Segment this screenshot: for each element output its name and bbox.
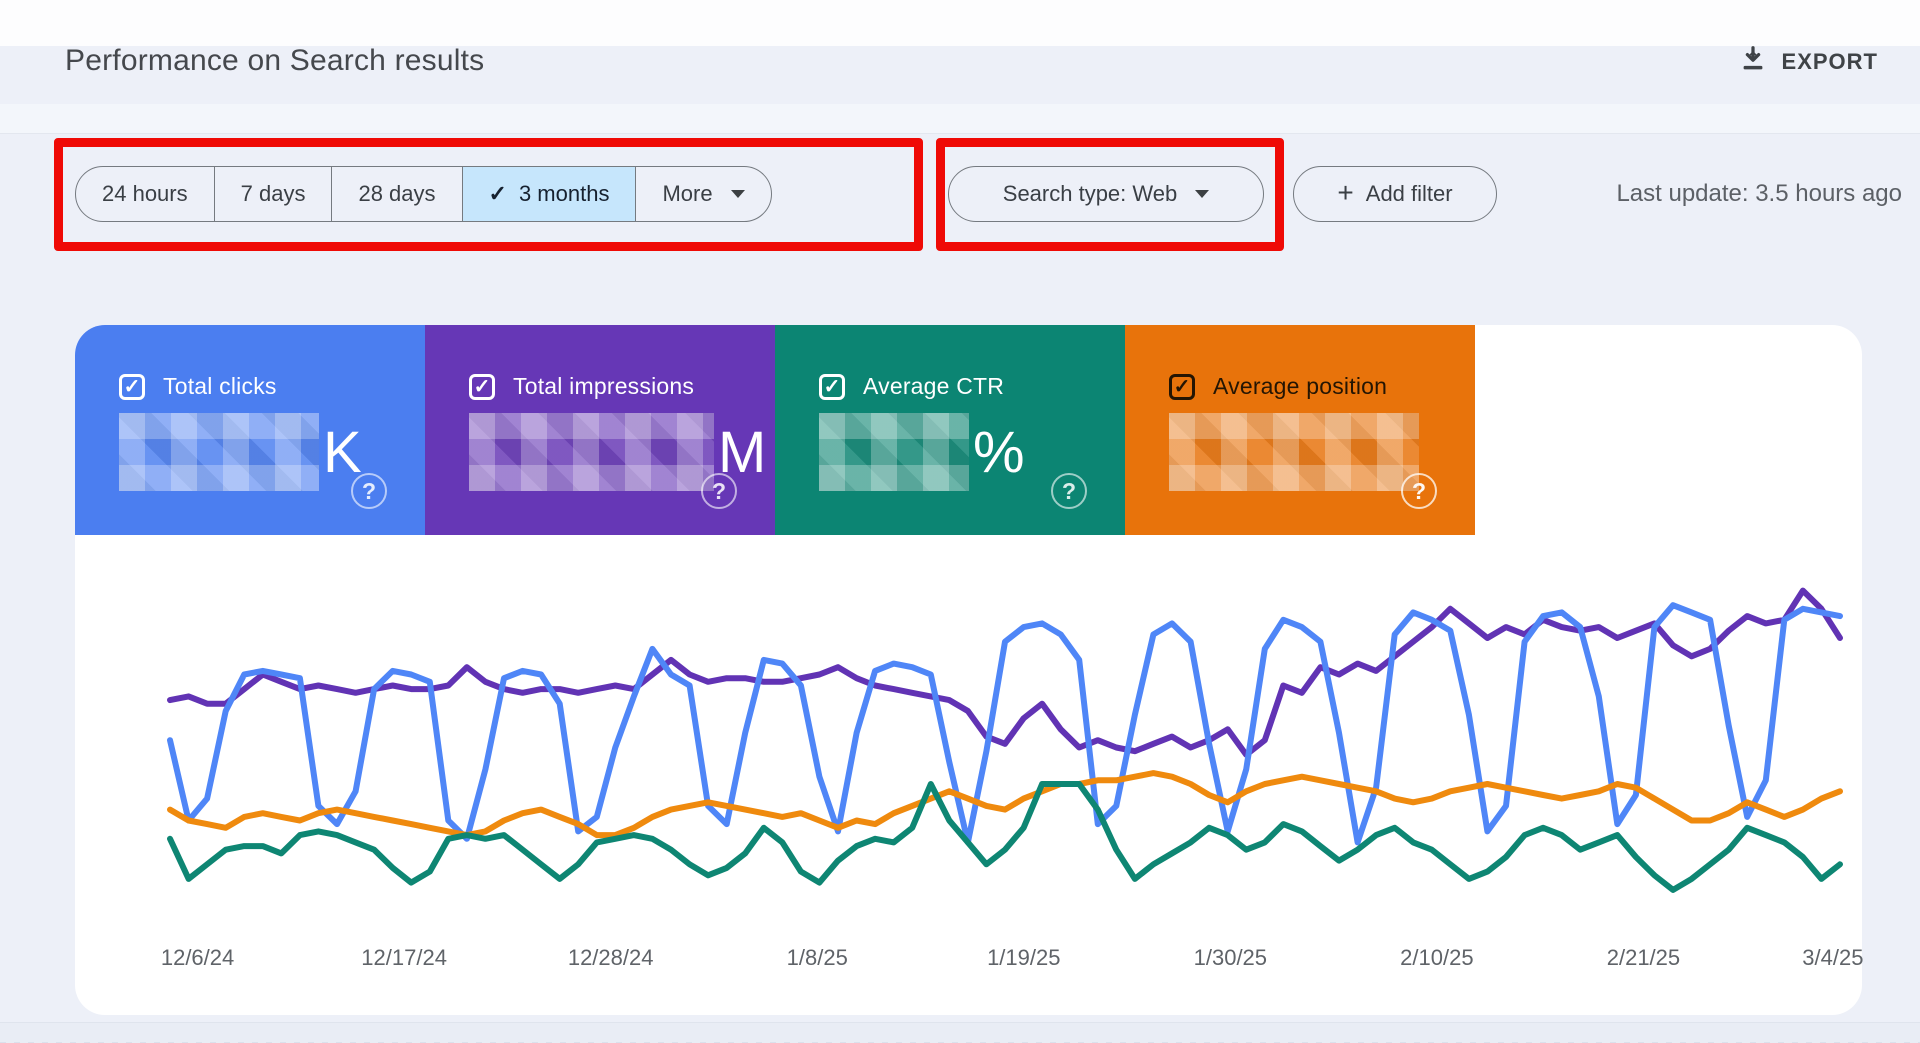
- chip-label: 28 days: [358, 181, 436, 206]
- download-icon: [1738, 44, 1768, 79]
- metric-value-redacted: K: [119, 413, 362, 491]
- chip-more[interactable]: More: [635, 167, 770, 221]
- last-update-text: Last update: 3.5 hours ago: [1616, 180, 1902, 207]
- help-glyph: ?: [1411, 477, 1427, 504]
- x-axis-label: 12/28/24: [567, 945, 654, 970]
- chip-7-days[interactable]: 7 days: [213, 167, 332, 221]
- metric-card-total-clicks[interactable]: ✓ Total clicks K ?: [75, 325, 425, 535]
- performance-chart-svg[interactable]: [160, 560, 1850, 935]
- help-glyph: ?: [1061, 477, 1077, 504]
- plus-icon: +: [1337, 176, 1354, 208]
- redaction-mosaic: [819, 413, 969, 491]
- x-axis-label: 3/4/25: [1802, 945, 1864, 970]
- help-icon[interactable]: ?: [351, 473, 387, 509]
- check-icon: ✓: [488, 181, 507, 206]
- check-glyph: ✓: [123, 376, 141, 398]
- x-axis-label: 12/6/24: [160, 945, 235, 970]
- chart-line-clicks: [167, 602, 1843, 846]
- checkbox-checked-icon[interactable]: ✓: [819, 373, 845, 400]
- page-title: Performance on Search results: [65, 44, 485, 77]
- metric-label: Average position: [1213, 373, 1388, 399]
- filter-bar-background: [0, 104, 1920, 134]
- chip-label: 3 months: [518, 181, 610, 206]
- cut-off-table-edge: [0, 1022, 1920, 1043]
- chart-line-ctr: [167, 770, 1843, 839]
- metric-cards-row: ✓ Total clicks K ? ✓ Total impressions M…: [75, 325, 1475, 535]
- help-icon[interactable]: ?: [1051, 473, 1087, 509]
- x-axis-label: 2/21/25: [1606, 945, 1681, 970]
- value-suffix: K: [323, 419, 362, 485]
- chip-label: 7 days: [240, 181, 306, 206]
- help-glyph: ?: [711, 477, 727, 504]
- top-white-strip: [0, 0, 1920, 46]
- help-icon[interactable]: ?: [1401, 473, 1437, 509]
- x-axis-label: 2/10/25: [1400, 945, 1474, 970]
- x-axis-labels: 12/6/24 12/17/24 12/28/24 1/8/25 1/19/25 1/30…: [160, 945, 1864, 975]
- search-type-dropdown[interactable]: Search type: Web: [948, 166, 1264, 222]
- chip-28-days[interactable]: 28 days: [331, 167, 461, 221]
- checkbox-checked-icon[interactable]: ✓: [469, 373, 495, 400]
- metric-label: Total clicks: [163, 373, 277, 399]
- metric-label: Average CTR: [863, 373, 1005, 399]
- metric-card-average-ctr[interactable]: ✓ Average CTR % ?: [775, 325, 1125, 535]
- metric-value-redacted: M: [469, 413, 766, 491]
- check-glyph: ✓: [473, 376, 491, 398]
- chip-3-months[interactable]: ✓ 3 months: [461, 167, 636, 221]
- metric-card-total-impressions[interactable]: ✓ Total impressions M ?: [425, 325, 775, 535]
- x-axis-label: 12/17/24: [361, 945, 447, 970]
- metric-value-redacted: [1169, 413, 1423, 491]
- chart-line-position: [167, 781, 1843, 893]
- checkbox-checked-icon[interactable]: ✓: [119, 373, 145, 400]
- redaction-mosaic: [1169, 413, 1419, 491]
- x-axis-label: 1/30/25: [1193, 945, 1268, 970]
- date-range-chip-group: 24 hours 7 days 28 days ✓ 3 months More: [75, 166, 772, 222]
- metric-value-redacted: %: [819, 413, 1025, 491]
- value-suffix: %: [973, 419, 1025, 485]
- export-label: EXPORT: [1781, 48, 1878, 74]
- chevron-down-icon: [1195, 190, 1210, 198]
- check-glyph: ✓: [823, 376, 841, 398]
- chip-label: More: [662, 181, 713, 206]
- search-type-label: Search type: Web: [1002, 181, 1178, 206]
- help-icon[interactable]: ?: [701, 473, 737, 509]
- metric-card-average-position[interactable]: ✓ Average position ?: [1125, 325, 1475, 535]
- checkbox-checked-icon[interactable]: ✓: [1169, 373, 1195, 400]
- help-glyph: ?: [361, 477, 377, 504]
- chevron-down-icon: [730, 190, 745, 198]
- redaction-mosaic: [119, 413, 319, 491]
- x-axis-label: 1/8/25: [786, 945, 848, 970]
- redaction-mosaic: [469, 413, 714, 491]
- add-filter-label: Add filter: [1365, 181, 1453, 206]
- check-glyph: ✓: [1173, 376, 1191, 398]
- metric-label: Total impressions: [513, 373, 695, 399]
- chip-24-hours[interactable]: 24 hours: [76, 167, 214, 221]
- x-axis-label: 1/19/25: [987, 945, 1061, 970]
- export-button[interactable]: EXPORT: [1728, 38, 1888, 85]
- add-filter-button[interactable]: + Add filter: [1293, 166, 1497, 222]
- chip-label: 24 hours: [102, 181, 188, 206]
- chart-line-impressions: [167, 587, 1843, 758]
